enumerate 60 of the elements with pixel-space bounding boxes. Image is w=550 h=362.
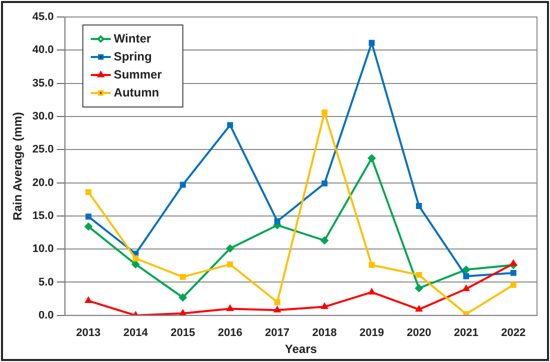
x-tick-label: 2020 — [406, 327, 432, 340]
point — [84, 222, 92, 231]
point — [415, 305, 422, 312]
point — [322, 180, 328, 186]
legend-label: Autumn — [114, 85, 160, 100]
y-tick-label: 20.0 — [32, 176, 54, 189]
point — [368, 154, 376, 162]
y-axis-title: Rain Average (mm) — [10, 112, 25, 220]
x-tick-label: 2018 — [312, 327, 337, 340]
x-tick-label: 2022 — [501, 327, 526, 340]
x-axis-title: Years — [284, 342, 318, 356]
point — [510, 282, 516, 288]
point — [274, 218, 280, 224]
point — [226, 304, 234, 312]
point — [416, 203, 422, 209]
legend-label: Spring — [114, 49, 152, 64]
legend-label: Summer — [114, 67, 162, 82]
point — [180, 182, 186, 188]
point — [463, 273, 470, 280]
x-tick-label: 2013 — [76, 327, 101, 340]
point — [178, 293, 187, 302]
point — [274, 299, 280, 306]
point — [368, 288, 376, 294]
point — [322, 110, 328, 116]
x-tick-label: 2015 — [170, 327, 196, 340]
point — [368, 262, 375, 268]
point — [416, 272, 422, 278]
point — [320, 236, 329, 244]
y-tick-label: 45.0 — [32, 11, 54, 24]
x-tick-label: 2019 — [359, 327, 384, 340]
point — [368, 40, 375, 46]
y-tick-label: 40.0 — [32, 44, 54, 56]
point — [414, 284, 423, 292]
y-tick-label: 25.0 — [32, 144, 54, 156]
y-tick-label: 10.0 — [32, 243, 54, 256]
x-tick-label: 2016 — [218, 327, 242, 340]
point — [85, 214, 92, 220]
point — [274, 306, 281, 312]
x-tick-label: 2014 — [123, 327, 149, 340]
y-tick-label: 30.0 — [32, 110, 54, 122]
point — [510, 260, 517, 266]
point — [226, 244, 234, 252]
y-tick-label: 35.0 — [32, 77, 54, 90]
point — [85, 189, 92, 196]
point — [510, 270, 516, 276]
point — [132, 255, 139, 262]
x-tick-label: 2017 — [265, 327, 290, 340]
point — [320, 302, 328, 310]
point — [227, 261, 234, 268]
point — [180, 274, 186, 280]
legend-label: Winter — [114, 31, 152, 46]
y-tick-label: 15.0 — [32, 210, 54, 222]
y-tick-label: 0.0 — [38, 309, 54, 322]
point — [227, 122, 234, 128]
point — [132, 260, 140, 268]
point — [462, 284, 470, 292]
y-tick-label: 5.0 — [38, 276, 54, 288]
point — [462, 266, 470, 274]
point — [84, 296, 92, 304]
x-tick-label: 2021 — [454, 327, 478, 340]
